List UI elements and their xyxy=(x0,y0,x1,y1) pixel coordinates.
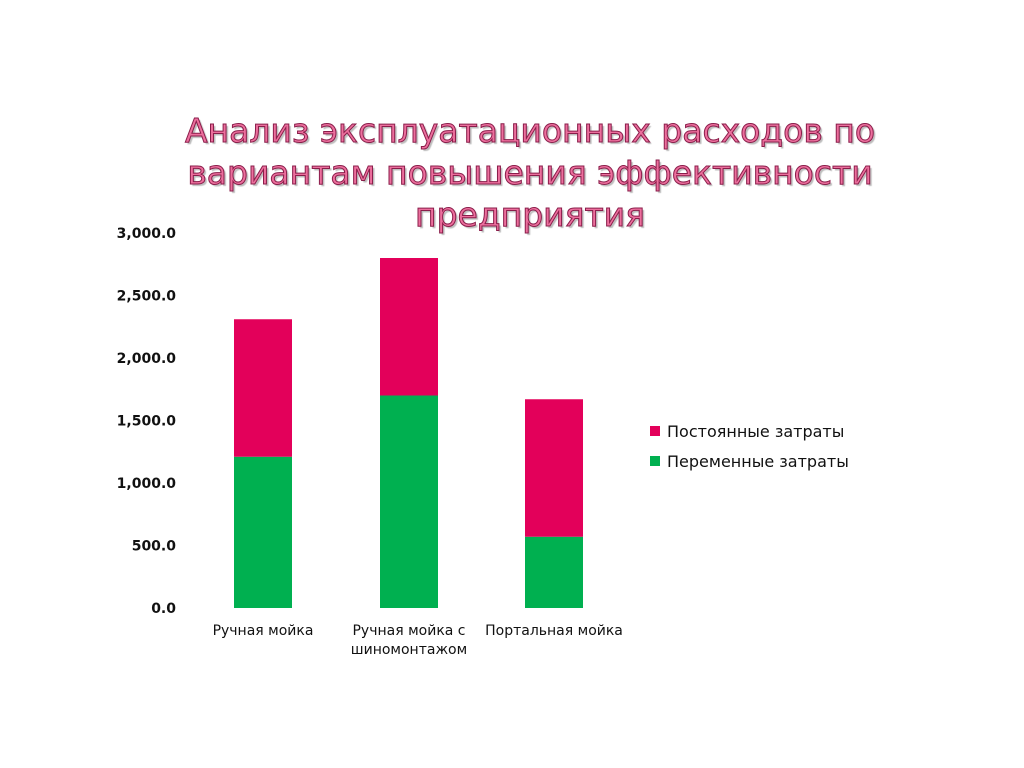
y-tick-label: 2,000.0 xyxy=(117,351,177,367)
legend-swatch xyxy=(650,426,660,436)
chart-title: Анализ эксплуатационных расходов по вари… xyxy=(184,111,876,235)
y-tick-label: 500.0 xyxy=(132,539,177,555)
y-tick-label: 3,000.0 xyxy=(117,226,177,242)
bar-segment xyxy=(380,395,438,608)
x-category-label: Ручная мойка xyxy=(212,623,314,639)
x-category-label: Портальная мойка xyxy=(485,623,623,639)
bar-segment xyxy=(234,319,292,457)
y-tick-label: 1,500.0 xyxy=(117,414,177,430)
y-tick-label: 1,000.0 xyxy=(117,476,177,492)
chart-legend: Постоянные затраты Переменные затраты xyxy=(650,416,849,476)
x-category-label: Ручная мойка с шиномонтажом xyxy=(350,623,468,658)
bar-segment xyxy=(525,399,583,537)
legend-item: Переменные затраты xyxy=(650,446,849,476)
legend-label: Постоянные затраты xyxy=(667,421,845,441)
legend-item: Постоянные затраты xyxy=(650,416,849,446)
y-tick-label: 2,500.0 xyxy=(117,289,177,305)
legend-label: Переменные затраты xyxy=(667,451,849,471)
y-tick-label: 0.0 xyxy=(151,601,176,617)
bar-segment xyxy=(525,536,583,608)
bar-segment xyxy=(234,456,292,608)
bar-segment xyxy=(380,258,438,396)
legend-swatch xyxy=(650,456,660,466)
